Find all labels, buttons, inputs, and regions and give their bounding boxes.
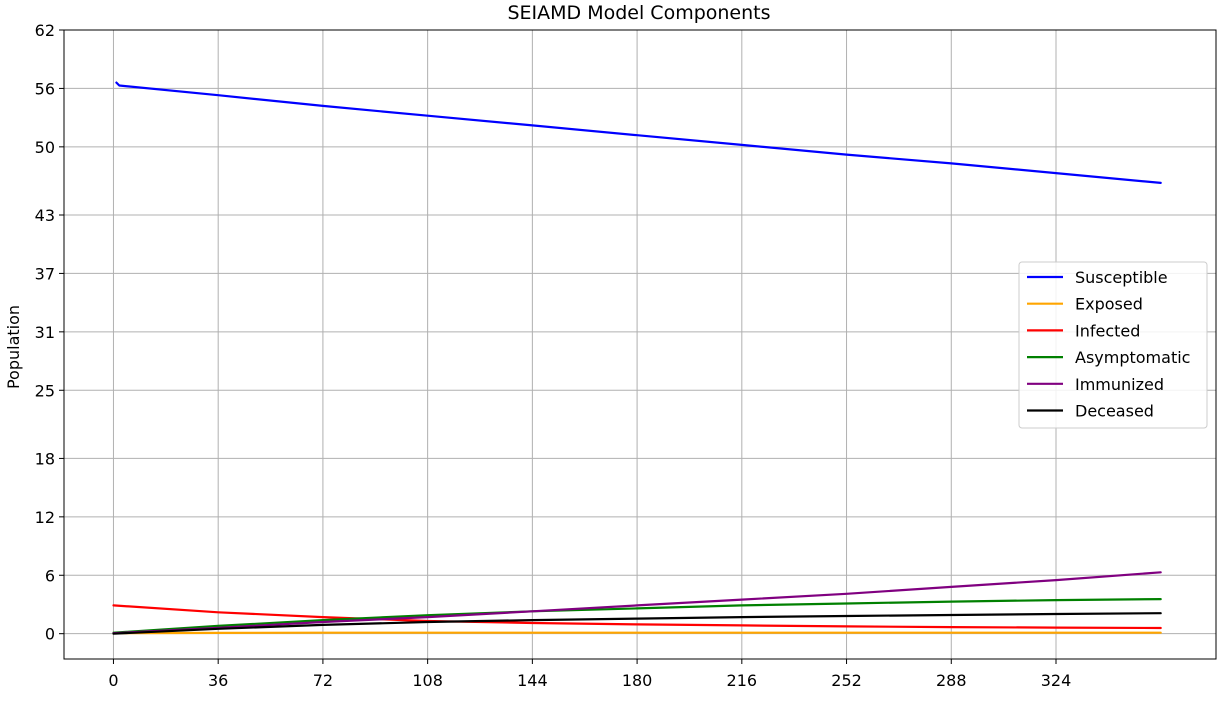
y-axis-label: Population xyxy=(4,305,23,389)
x-tick-label: 72 xyxy=(313,671,333,690)
y-tick-label: 12 xyxy=(35,508,55,527)
x-tick-label: 180 xyxy=(622,671,653,690)
x-tick-label: 0 xyxy=(108,671,118,690)
legend: Susceptible Exposed Infected Asymptomatic Im… xyxy=(1018,261,1208,429)
y-tick-label: 18 xyxy=(35,449,55,468)
series-line-infected xyxy=(112,604,1162,630)
legend-label: Immunized xyxy=(1075,375,1164,394)
x-tick-label: 108 xyxy=(412,671,443,690)
legend-box xyxy=(1018,261,1208,429)
series-line-exposed xyxy=(112,631,1162,635)
chart-title: SEIAMD Model Components xyxy=(507,2,770,24)
x-tick-label: 216 xyxy=(727,671,758,690)
x-tick-label: 324 xyxy=(1041,671,1072,690)
plot-frame xyxy=(63,29,1217,660)
legend-label: Exposed xyxy=(1075,295,1143,314)
ticks-layer: 0 36 72 108 144 180 216 252 288 324 0 6 12 18 25 31 37 43… xyxy=(35,21,1072,690)
y-tick-label: 56 xyxy=(35,79,55,98)
series-line-deceased xyxy=(112,612,1162,635)
y-tick-label: 43 xyxy=(35,206,55,225)
legend-label: Deceased xyxy=(1075,402,1154,421)
legend-label: Asymptomatic xyxy=(1075,348,1190,367)
series-line-immunized xyxy=(112,571,1162,635)
y-tick-label: 50 xyxy=(35,138,55,157)
series-line-asymptomatic xyxy=(112,597,1162,634)
y-tick-label: 62 xyxy=(35,21,55,40)
y-tick-label: 37 xyxy=(35,264,55,283)
x-tick-label: 36 xyxy=(208,671,228,690)
legend-label: Infected xyxy=(1075,321,1140,340)
series-layer xyxy=(112,81,1162,635)
legend-label: Susceptible xyxy=(1075,268,1168,287)
series-line-susceptible xyxy=(115,81,1162,184)
y-tick-label: 31 xyxy=(35,323,55,342)
y-tick-label: 6 xyxy=(45,566,55,585)
y-tick-label: 0 xyxy=(45,625,55,644)
x-tick-label: 144 xyxy=(517,671,548,690)
x-tick-label: 252 xyxy=(831,671,862,690)
x-tick-label: 288 xyxy=(936,671,967,690)
y-tick-label: 25 xyxy=(35,381,55,400)
